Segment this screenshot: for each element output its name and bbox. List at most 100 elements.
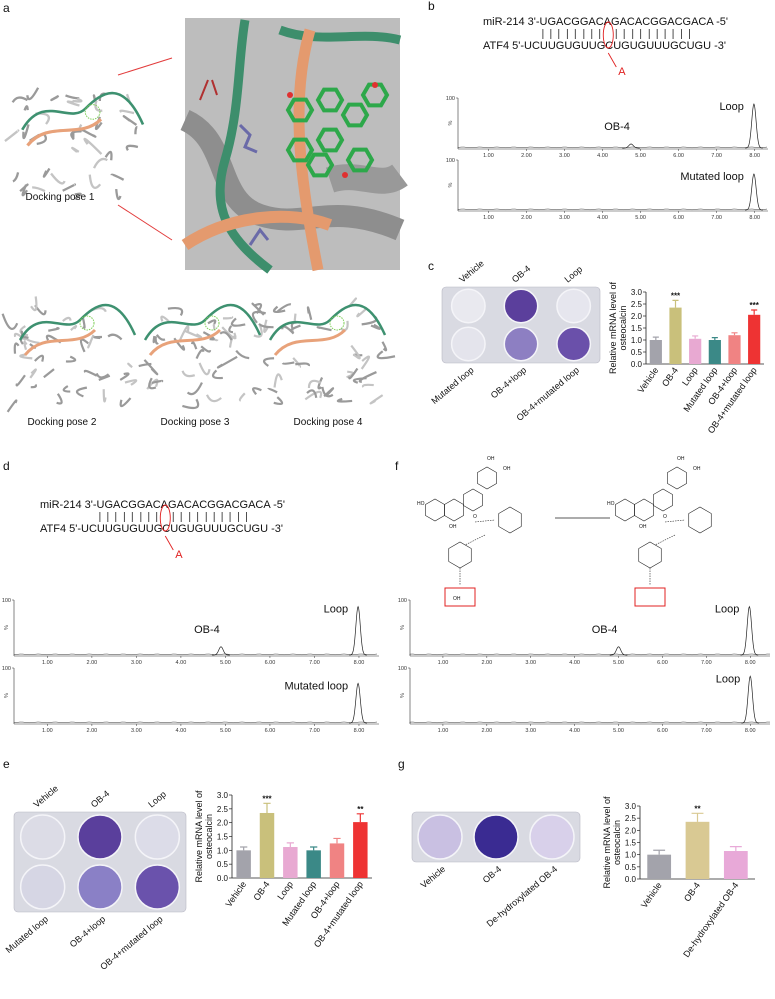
error-bar bbox=[711, 337, 718, 340]
protein-ribbon bbox=[321, 386, 334, 398]
atom-label: HO bbox=[607, 501, 615, 507]
x-tick-label: 6.00 bbox=[657, 660, 668, 666]
well-label: Loop bbox=[146, 789, 168, 810]
baseline-trace bbox=[13, 653, 378, 656]
x-tick-label: 1.00 bbox=[483, 215, 494, 221]
error-bar bbox=[653, 849, 666, 855]
protein-ribbon bbox=[92, 157, 108, 169]
protein-ribbon bbox=[65, 94, 80, 100]
x-tick-label: 7.00 bbox=[701, 728, 712, 734]
x-tick-label: 8.00 bbox=[354, 660, 365, 666]
rna-orange bbox=[293, 28, 324, 272]
y-tick-label: 3.0 bbox=[217, 791, 229, 800]
error-bar bbox=[751, 309, 758, 315]
protein-ribbon bbox=[195, 349, 205, 359]
protein-ribbon bbox=[1, 313, 19, 331]
y-tick-label: 0.5 bbox=[631, 348, 643, 357]
well-label: Mutated loop bbox=[4, 914, 50, 955]
y-axis-label: % bbox=[448, 182, 454, 187]
atf4-sequence: ATF4 5'-UCUUGUGUUGCUGUGUUUGCUGU -3' bbox=[40, 523, 283, 535]
x-tick-label: 5.00 bbox=[613, 728, 624, 734]
protein-ribbon bbox=[230, 317, 246, 327]
protein-ribbon bbox=[183, 329, 203, 339]
protein-ribbon bbox=[361, 383, 374, 388]
protein-ribbon bbox=[83, 137, 103, 155]
y-axis-label: % bbox=[4, 625, 10, 630]
ring bbox=[463, 488, 483, 512]
protein-image bbox=[138, 302, 266, 410]
y-tick-label: 1.5 bbox=[217, 833, 229, 842]
x-tick-label: 5.00 bbox=[635, 215, 646, 221]
atom-label: OH bbox=[639, 524, 647, 530]
protein-ribbon bbox=[152, 335, 158, 344]
peak bbox=[622, 143, 640, 149]
protein-ribbon bbox=[66, 100, 80, 107]
caption: Docking pose 1 bbox=[26, 192, 95, 203]
y-tick-label: 1.0 bbox=[217, 846, 229, 855]
ring bbox=[653, 488, 673, 512]
peak bbox=[609, 646, 628, 656]
zoom-line bbox=[117, 204, 173, 241]
protein-ribbon bbox=[12, 172, 20, 183]
x-tick-label: 7.00 bbox=[309, 660, 320, 666]
highlight-box bbox=[444, 587, 476, 607]
protein-ribbon bbox=[295, 362, 310, 367]
y-tick-label: 1.5 bbox=[625, 839, 637, 848]
protein-ribbon bbox=[119, 372, 130, 381]
x-tick-label: 4.00 bbox=[569, 728, 580, 734]
protein-ribbon bbox=[79, 338, 89, 353]
ring bbox=[667, 466, 687, 490]
protein-ribbon bbox=[228, 325, 234, 334]
protein-ribbon bbox=[143, 359, 159, 376]
x-tick-label: 3.00 bbox=[559, 153, 570, 159]
x-tick-label: 1.00 bbox=[42, 660, 53, 666]
ligand-ring bbox=[340, 102, 370, 128]
well bbox=[450, 288, 486, 324]
panel-label: b bbox=[428, 0, 435, 13]
protein-ribbon bbox=[29, 368, 37, 379]
bar bbox=[669, 307, 682, 364]
protein-ribbon bbox=[102, 389, 107, 403]
peak bbox=[745, 103, 763, 149]
x-tick-label: 4.00 bbox=[176, 660, 187, 666]
category-label: Vehicle bbox=[636, 365, 661, 395]
protein-ribbon bbox=[110, 173, 125, 181]
ligand bbox=[84, 104, 101, 120]
protein-ribbon bbox=[21, 184, 28, 197]
y-axis-label: % bbox=[400, 693, 406, 698]
protein-ribbon bbox=[358, 371, 377, 383]
protein-ribbon bbox=[148, 377, 157, 390]
y-tick-label: 100 bbox=[398, 666, 407, 672]
structure bbox=[615, 466, 712, 607]
bar bbox=[306, 850, 321, 878]
error-bar bbox=[356, 813, 364, 823]
baseline-trace bbox=[457, 146, 768, 149]
mismatch-circle bbox=[602, 21, 614, 49]
y-tick-label: 2.0 bbox=[625, 826, 637, 835]
baseline-trace bbox=[409, 721, 771, 724]
ring bbox=[638, 541, 662, 569]
protein-ribbon bbox=[15, 374, 26, 387]
protein-ribbon bbox=[221, 326, 237, 340]
protein-ribbon bbox=[198, 362, 211, 376]
baseline-trace bbox=[13, 721, 378, 724]
well bbox=[556, 326, 592, 362]
bar bbox=[236, 850, 251, 878]
y-tick-label: 100 bbox=[446, 158, 455, 164]
bar bbox=[353, 822, 368, 878]
baseline-trace bbox=[457, 208, 768, 211]
bar bbox=[748, 314, 761, 364]
protein-ribbon bbox=[356, 307, 368, 318]
x-tick-label: 6.00 bbox=[657, 728, 668, 734]
ring bbox=[448, 541, 472, 569]
protein-image bbox=[1, 296, 138, 413]
protein-ribbon bbox=[212, 323, 216, 331]
protein-ribbon bbox=[273, 373, 283, 388]
ligand-ring bbox=[345, 147, 375, 173]
rna-strand bbox=[268, 303, 387, 341]
y-axis-label: Relative mRNA level of bbox=[602, 796, 612, 889]
ligand-ring bbox=[285, 97, 315, 123]
x-tick-label: 7.00 bbox=[309, 728, 320, 734]
protein-ribbon bbox=[65, 355, 77, 363]
